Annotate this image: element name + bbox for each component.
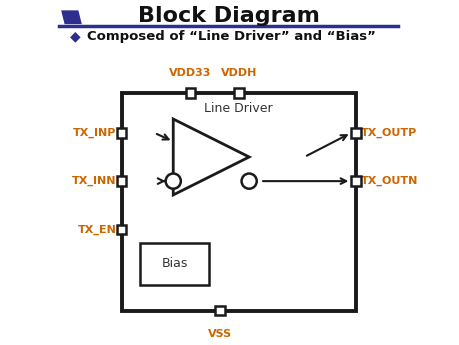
Text: Composed of “Line Driver” and “Bias”: Composed of “Line Driver” and “Bias” — [87, 30, 376, 43]
Text: TX_OUTP: TX_OUTP — [361, 128, 418, 138]
Bar — [186, 88, 196, 98]
Text: TX_EN: TX_EN — [78, 224, 116, 235]
Polygon shape — [61, 10, 82, 24]
Text: Bias: Bias — [162, 257, 188, 270]
Bar — [140, 243, 209, 285]
Bar — [215, 306, 224, 315]
Bar — [117, 176, 126, 186]
Text: VSS: VSS — [208, 329, 232, 339]
Circle shape — [241, 174, 257, 189]
Circle shape — [166, 174, 181, 189]
Bar — [122, 93, 356, 310]
Text: ◆: ◆ — [70, 29, 80, 43]
Bar — [351, 128, 361, 138]
Text: TX_INP: TX_INP — [73, 128, 116, 138]
Text: VDD33: VDD33 — [169, 68, 212, 78]
Bar — [117, 225, 126, 234]
Text: Block Diagram: Block Diagram — [138, 6, 319, 26]
Text: TX_OUTN: TX_OUTN — [361, 176, 419, 186]
Polygon shape — [173, 119, 249, 195]
Bar — [234, 88, 244, 98]
Bar — [351, 176, 361, 186]
Text: VDDH: VDDH — [221, 68, 257, 78]
Text: TX_INN: TX_INN — [72, 176, 116, 186]
Text: Line Driver: Line Driver — [205, 102, 273, 115]
Bar — [117, 128, 126, 138]
